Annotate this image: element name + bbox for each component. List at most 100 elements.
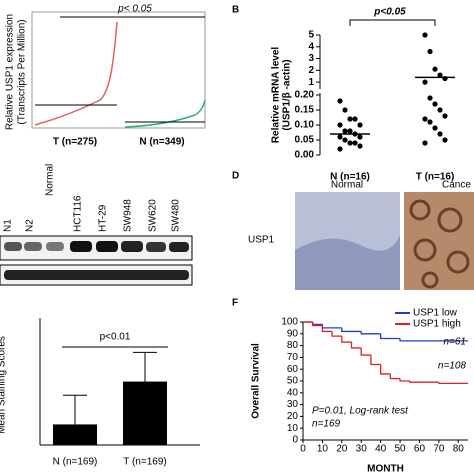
annotation: p<0.01 [100, 332, 131, 343]
dot [422, 79, 428, 85]
x-tick-label: T (n=169) [123, 457, 166, 468]
panel-letter: D [232, 171, 239, 182]
column-label: Cance [442, 180, 471, 191]
series-label: n=61 [443, 337, 466, 348]
survival-step [312, 322, 323, 327]
x-tick-label: 80 [453, 444, 465, 455]
ihc-normal-tissue [295, 235, 400, 290]
x-tick-label: 40 [375, 444, 387, 455]
dot [347, 128, 353, 134]
panel-letter: B [232, 5, 239, 16]
y-tick-label: 5 [308, 30, 314, 41]
dot [352, 140, 358, 146]
dot [422, 116, 428, 122]
dot [342, 137, 348, 143]
x-tick-label: N (n=169) [53, 457, 98, 468]
dot [437, 131, 443, 137]
column-label: Normal [331, 180, 363, 191]
annotation: P=0.01, Log-rank test [312, 406, 409, 417]
annotation: p< 0.05 [117, 4, 152, 15]
panel-letter: F [232, 298, 238, 309]
curve-t [34, 21, 118, 126]
survival-step [370, 355, 381, 366]
y-tick-label: 80 [287, 340, 299, 351]
survival-step [379, 364, 391, 375]
y-axis-label: (USP1/β -actin) [282, 59, 293, 130]
y-tick-label: 0.10 [295, 120, 315, 131]
y-axis-label: Overall Survival [251, 343, 262, 419]
y-axis-label: Mean Staining Scores [0, 336, 8, 434]
dot [442, 137, 448, 143]
lane-label: N2 [25, 219, 36, 232]
x-tick-label: 0 [300, 444, 306, 455]
x-tick-label: 60 [414, 444, 426, 455]
y-tick-label: 10 [287, 423, 299, 434]
dot [432, 101, 438, 107]
y-tick-label: 0 [292, 435, 298, 446]
dot [442, 113, 448, 119]
bands [4, 241, 189, 280]
lane-label: HCT116 [73, 195, 84, 232]
survival-step [350, 342, 362, 349]
y-tick-label: 60 [287, 364, 299, 375]
y-tick-label: 30 [287, 399, 299, 410]
survival-step [321, 324, 342, 329]
x-tick-label: 50 [394, 444, 406, 455]
dot [347, 116, 353, 122]
curve-n [124, 99, 206, 128]
series-label: n=108 [438, 361, 467, 372]
survival-step [409, 381, 420, 383]
legend-label: USP1 low [413, 308, 458, 319]
ihc-cancer [404, 192, 474, 290]
dot [342, 107, 348, 113]
survival-step [341, 327, 362, 333]
y-tick-label: 90 [287, 328, 299, 339]
y-tick-label: 0.00 [295, 150, 315, 161]
y-tick-label: 1 [308, 77, 314, 88]
y-axis-label: Relative mRNA level [271, 47, 282, 144]
lane-label: SW480 [171, 199, 182, 232]
row-label: USP1 [248, 235, 275, 246]
y-tick-label: 50 [287, 376, 299, 387]
dot [337, 134, 343, 140]
x-tick-label: N (n=349) [139, 137, 184, 148]
y-tick-label: 2 [308, 65, 314, 76]
survival-step [321, 325, 333, 333]
x-axis-label: MONTH [367, 464, 404, 474]
y-axis-label: (Transcripts Per Million) [17, 19, 28, 124]
x-tick-label: 70 [433, 444, 445, 455]
dot [422, 140, 428, 146]
x-tick-label: 10 [317, 444, 329, 455]
y-tick-label: 0.15 [295, 105, 315, 116]
dot [437, 72, 443, 78]
x-tick-label: T (n=16) [416, 172, 455, 183]
survival-step [360, 331, 381, 335]
dot [337, 98, 343, 104]
x-tick-label: N (n=16) [330, 172, 370, 183]
survival-step [389, 373, 401, 380]
bar [123, 381, 167, 445]
y-tick-label: 0.05 [295, 135, 315, 146]
survival-step [379, 333, 401, 340]
survival-step [399, 378, 410, 382]
y-tick-label: 20 [287, 411, 299, 422]
y-axis-label: Relative USP1 expression [5, 14, 16, 130]
panel-a-frame [31, 11, 206, 129]
dot [432, 66, 438, 72]
bar [53, 424, 97, 445]
annotation: p<0.05 [373, 7, 406, 18]
dot [427, 95, 433, 101]
dot [347, 140, 353, 146]
dot [337, 146, 343, 152]
y-tick-label: 3 [308, 53, 314, 64]
dot [437, 107, 443, 113]
y-tick-label: 4 [308, 41, 314, 52]
lane-label: SW948 [123, 199, 134, 232]
legend-label: USP1 high [413, 319, 461, 330]
y-tick-label: 40 [287, 387, 299, 398]
dot [427, 119, 433, 125]
y-tick-label: 100 [281, 317, 298, 328]
dot [422, 32, 428, 38]
survival-step [399, 338, 468, 342]
